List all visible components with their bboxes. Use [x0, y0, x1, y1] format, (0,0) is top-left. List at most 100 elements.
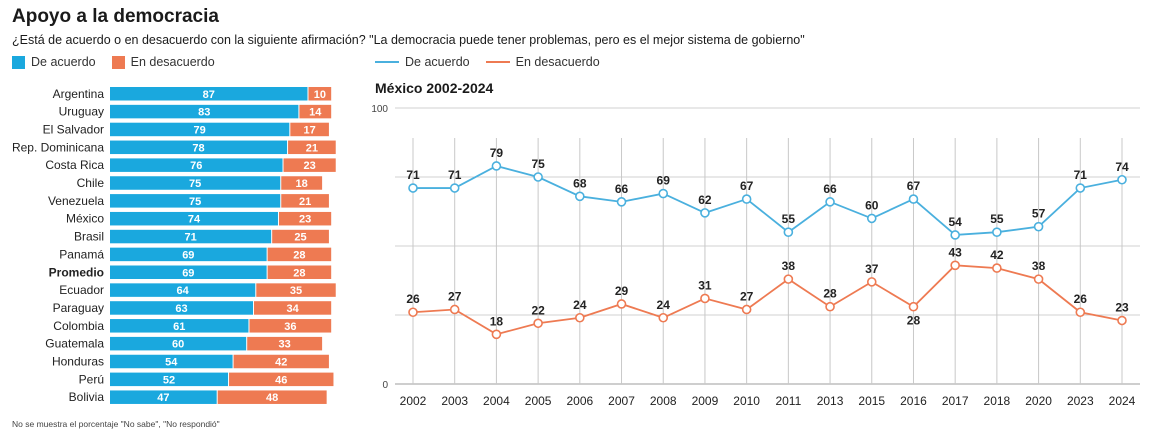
bar-disagree-value: 35 — [290, 285, 302, 297]
bar-disagree — [288, 140, 336, 155]
bar-agree — [110, 336, 247, 351]
bar-agree — [110, 122, 290, 137]
point-disagree — [741, 304, 752, 315]
point-disagree — [1075, 307, 1086, 318]
bar-disagree — [283, 158, 336, 172]
point-agree — [1033, 221, 1044, 232]
data-label-disagree: 27 — [740, 289, 754, 303]
x-tick-label: 2008 — [650, 394, 677, 408]
bar-disagree — [254, 301, 332, 315]
bar-disagree-value: 34 — [286, 303, 299, 315]
point-disagree — [533, 318, 543, 329]
bar-agree-value: 75 — [189, 196, 201, 208]
bar-agree — [110, 87, 308, 101]
bar-agree-value: 47 — [157, 392, 169, 404]
y-tick-label: 0 — [382, 380, 388, 391]
x-tick-label: 2006 — [566, 394, 593, 408]
point-disagree — [1033, 274, 1044, 284]
data-label-disagree: 22 — [531, 303, 545, 317]
data-label-agree: 55 — [990, 212, 1004, 226]
line-legend-disagree: En desacuerdo — [485, 55, 600, 69]
data-label-disagree: 24 — [573, 298, 587, 312]
bar-disagree-value: 25 — [294, 232, 306, 244]
point-agree — [992, 227, 1002, 237]
bar-disagree-value: 18 — [296, 178, 308, 190]
line-legend-label-disagree: En desacuerdo — [515, 55, 600, 69]
point-agree — [783, 227, 794, 237]
line-chart-title: México 2002-2024 — [375, 80, 494, 96]
data-label-disagree: 23 — [1115, 301, 1129, 315]
point-agree — [1075, 183, 1086, 193]
x-tick-label: 2017 — [942, 394, 969, 408]
bar-agree-value: 75 — [189, 178, 201, 190]
bar-category-label: Costa Rica — [45, 158, 104, 172]
point-disagree — [700, 293, 710, 304]
point-agree — [449, 183, 460, 193]
bar-disagree — [247, 336, 323, 351]
bar-disagree-value: 21 — [306, 142, 318, 154]
data-label-disagree: 24 — [657, 298, 671, 312]
line-legend-label-agree: De acuerdo — [405, 55, 470, 69]
data-label-agree: 54 — [948, 215, 962, 229]
bar-category-label: Guatemala — [45, 337, 104, 351]
bar-disagree — [299, 104, 332, 119]
bar-disagree — [256, 283, 336, 297]
line-legend: De acuerdo En desacuerdo — [375, 55, 616, 69]
bar-chart: Argentina 87 10 Uruguay 83 14 El Salvador 79 17 R… — [12, 87, 336, 404]
bar-category-label: Honduras — [52, 355, 104, 369]
data-label-agree: 62 — [698, 193, 712, 207]
series-line-disagree — [412, 264, 1123, 336]
legend-line-agree — [375, 61, 399, 63]
x-tick-label: 2020 — [1025, 394, 1052, 408]
bar-disagree — [272, 229, 329, 244]
point-disagree — [950, 260, 960, 271]
bar-disagree-value: 28 — [293, 267, 305, 279]
x-tick-label: 2024 — [1109, 394, 1136, 408]
bar-agree — [110, 158, 283, 172]
y-tick-label: 100 — [371, 104, 388, 115]
point-agree — [866, 213, 877, 224]
data-label-disagree: 29 — [615, 284, 629, 298]
bar-disagree-value: 10 — [314, 89, 326, 101]
bar-disagree — [308, 87, 332, 101]
data-label-disagree: 42 — [990, 248, 1004, 262]
bar-category-label: Argentina — [53, 87, 105, 101]
point-agree — [658, 188, 669, 199]
bar-disagree — [249, 319, 332, 333]
point-disagree — [575, 312, 585, 323]
point-disagree — [866, 277, 877, 287]
bar-category-label: México — [66, 212, 104, 226]
point-disagree — [783, 274, 794, 284]
bar-agree — [110, 301, 254, 315]
point-agree — [741, 194, 752, 204]
footnote: No se muestra el porcentaje "No sabe", "… — [12, 419, 220, 429]
data-label-agree: 68 — [573, 176, 587, 190]
bar-agree — [110, 265, 267, 279]
data-label-agree: 71 — [448, 168, 462, 182]
bar-agree — [110, 354, 233, 369]
bar-disagree-value: 42 — [275, 357, 287, 369]
bar-category-label: Rep. Dominicana — [12, 140, 104, 154]
bar-agree-value: 61 — [173, 321, 185, 333]
x-tick-label: 2007 — [608, 394, 635, 408]
data-label-agree: 71 — [406, 168, 420, 182]
bar-category-label: Panamá — [59, 247, 104, 261]
point-disagree — [825, 301, 835, 312]
data-label-agree: 55 — [782, 212, 796, 226]
x-tick-label: 2009 — [692, 394, 719, 408]
point-disagree — [449, 304, 460, 315]
data-label-agree: 67 — [907, 179, 921, 193]
bar-legend-agree: De acuerdo — [12, 55, 96, 69]
data-label-agree: 69 — [657, 174, 671, 188]
bar-category-label: Chile — [77, 176, 105, 190]
legend-line-disagree — [485, 61, 510, 63]
point-disagree — [908, 301, 919, 312]
bar-agree-value: 60 — [172, 339, 184, 351]
bar-disagree-value: 28 — [293, 249, 305, 261]
bar-legend-disagree: En desacuerdo — [111, 55, 215, 69]
data-label-agree: 67 — [740, 179, 754, 193]
bar-disagree-value: 48 — [266, 392, 278, 404]
bar-disagree — [290, 122, 329, 137]
bar-disagree — [217, 390, 327, 404]
data-label-disagree: 18 — [490, 314, 504, 328]
